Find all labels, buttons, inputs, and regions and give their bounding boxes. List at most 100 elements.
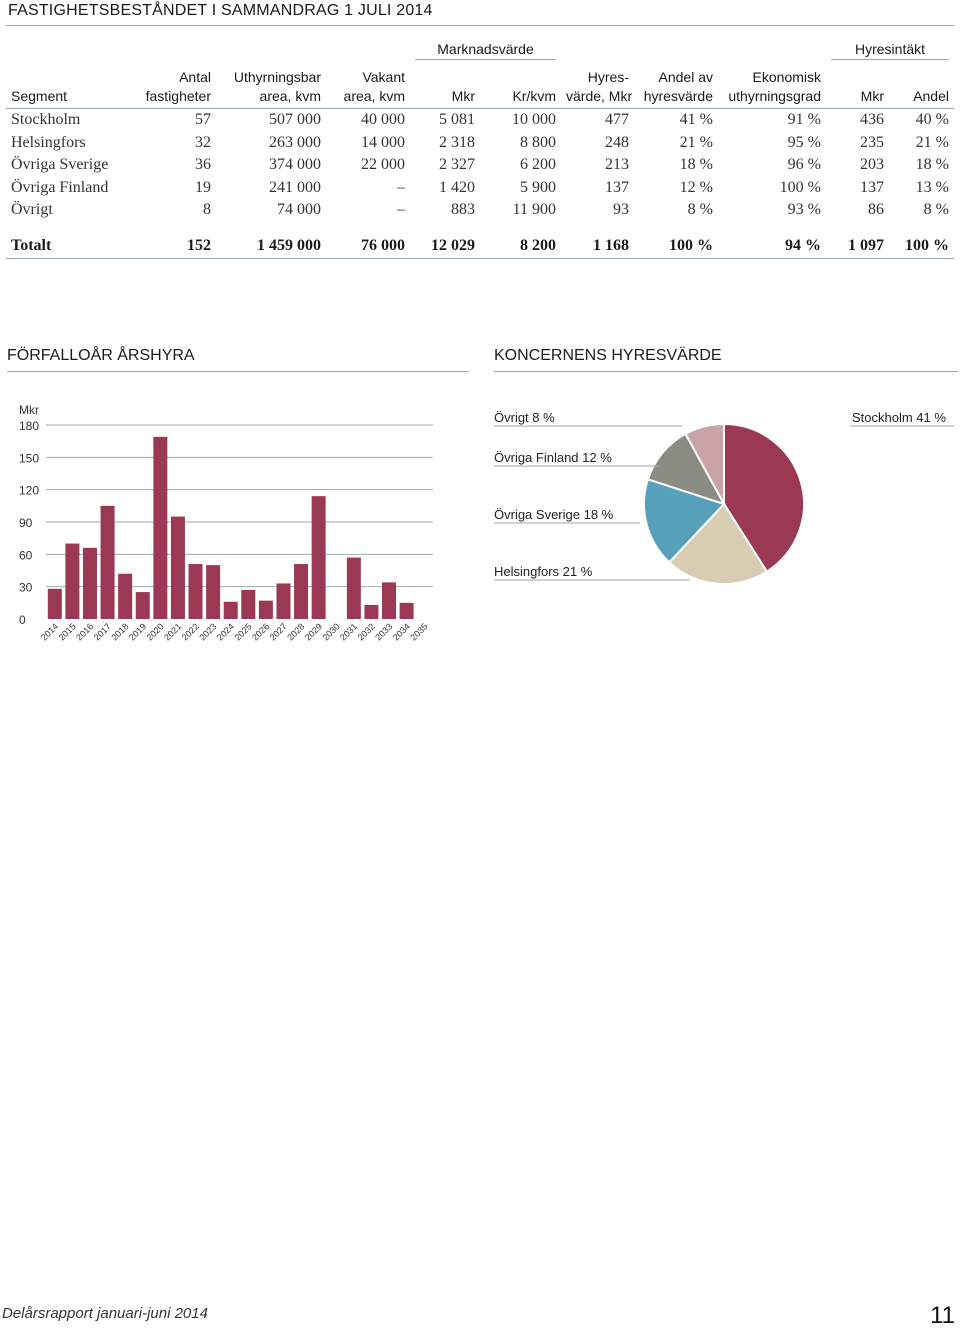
total-cell: 100 % (634, 233, 718, 259)
table-row: Övriga Sverige 36 374 000 22 000 2 327 6 200 2… (6, 154, 954, 177)
pie-label: Helsingfors 21 % (494, 564, 593, 579)
column-header-line1: Andel av (658, 69, 713, 85)
column-header-line1: Antal (179, 69, 211, 85)
column-header-line1: Uthyrningsbar (233, 69, 321, 85)
bar-2021 (170, 516, 185, 619)
y-axis-unit: Mkr (19, 403, 39, 417)
table-row: Övriga Finland 19 241 000 – 1 420 5 900 137 12 … (6, 177, 954, 200)
table-cell: 11 900 (512, 201, 556, 219)
column-header-line2: Mkr (451, 88, 475, 104)
table-spacer (6, 222, 954, 234)
bar-2034 (399, 602, 414, 619)
bar-2027 (276, 583, 291, 619)
table-cell: 8 % (687, 201, 713, 219)
column-header: Ekonomisk uthyrningsgrad (718, 60, 826, 109)
pie-slice (667, 502, 769, 585)
bar-2023 (206, 565, 221, 619)
total-cell: 100 % (889, 233, 954, 259)
bar-2024 (223, 601, 238, 619)
bar-2017 (100, 505, 115, 619)
group-header-hyresintakt: Hyresintäkt (831, 41, 949, 60)
table-cell: 235 (860, 133, 884, 151)
column-header-line1 (11, 68, 121, 87)
total-cell: 94 % (718, 233, 826, 259)
total-cell: 76 000 (326, 233, 410, 259)
x-tick-label: 2026 (250, 621, 271, 642)
bar-2028 (294, 564, 309, 619)
table-cell: Övriga Finland (11, 178, 109, 196)
pie-slice (646, 432, 727, 506)
pie-label: Övriga Sverige 18 % (494, 507, 614, 522)
table-cell: 14 000 (361, 133, 405, 151)
table-cell: 12 % (679, 178, 713, 196)
table-cell: 6 200 (520, 156, 556, 174)
bar-2032 (364, 604, 379, 619)
table-row: Helsingfors 32 263 000 14 000 2 318 8 800 248 2… (6, 132, 954, 155)
table-cell: 8 800 (520, 133, 556, 151)
table-cell: 41 % (679, 111, 713, 129)
table-cell: 248 (605, 133, 629, 151)
column-header: Mkr (826, 60, 889, 109)
x-tick-label: 2017 (92, 621, 113, 642)
x-tick-label: 2033 (373, 621, 394, 642)
table-cell: – (397, 201, 405, 219)
column-header: Segment (6, 60, 126, 109)
table-cell: 8 % (923, 201, 949, 219)
bar-2026 (258, 600, 273, 619)
column-header: Andel (889, 60, 954, 109)
column-header: Vakant area, kvm (326, 60, 410, 109)
table-cell: 86 (868, 201, 884, 219)
table-cell: 263 000 (269, 133, 321, 151)
table-cell: 19 (195, 178, 211, 196)
y-tick-label: 90 (19, 516, 33, 530)
group-header-marknadsvarde: Marknadsvärde (415, 41, 556, 60)
table-cell: 36 (195, 156, 211, 174)
pie-slice (643, 478, 726, 564)
pie-label: Stockholm 41 % (852, 410, 946, 425)
x-tick-label: 2034 (391, 621, 412, 642)
section-divider-right (494, 371, 958, 372)
table-cell: 507 000 (269, 111, 321, 129)
column-header-line1: Ekonomisk (752, 69, 821, 85)
total-cell: 12 029 (410, 233, 480, 259)
x-tick-label: 2021 (162, 621, 183, 642)
bar-2025 (241, 589, 256, 619)
column-header: Kr/kvm (480, 60, 561, 109)
bar-2019 (135, 592, 150, 619)
y-tick-label: 180 (19, 419, 39, 433)
bar-2022 (188, 564, 203, 619)
x-tick-label: 2023 (197, 621, 218, 642)
table-cell: 1 420 (439, 178, 475, 196)
column-header-line2: Mkr (860, 88, 884, 104)
table-cell: 436 (860, 111, 884, 129)
column-header: Mkr (410, 60, 480, 109)
x-tick-label: 2020 (145, 621, 166, 642)
footer-report-name: Delårsrapport januari-juni 2014 (2, 1305, 208, 1322)
table-cell: 100 % (779, 178, 821, 196)
table-cell: 13 % (915, 178, 949, 196)
column-header-line2: värde, Mkr (566, 88, 633, 104)
table-cell: – (397, 178, 405, 196)
lease-expiry-bar-chart: 0306090120150180Mkr201420152016201720182… (19, 403, 433, 643)
x-tick-label: 2016 (74, 621, 95, 642)
table-cell: 93 (613, 201, 629, 219)
column-header-line1 (415, 68, 475, 87)
column-header-line2: area, kvm (259, 88, 321, 104)
total-cell: 152 (126, 233, 216, 259)
table-cell: 40 % (915, 111, 949, 129)
x-tick-label: 2022 (180, 621, 201, 642)
title-divider (6, 25, 954, 26)
column-header-row: Segment Antal fastigheter Uthyrningsbar area… (6, 60, 954, 109)
column-header-line1: Hyres- (587, 69, 629, 85)
x-tick-label: 2019 (127, 621, 148, 642)
bar-2016 (82, 547, 97, 619)
table-cell: 91 % (787, 111, 821, 129)
page-title: FASTIGHETSBESTÅNDET I SAMMANDRAG 1 JULI … (8, 2, 433, 19)
x-tick-label: 2018 (109, 621, 130, 642)
table-cell: 137 (860, 178, 884, 196)
x-tick-label: 2014 (39, 621, 60, 642)
table-row: Stockholm 57 507 000 40 000 5 081 10 000 477 41… (6, 109, 954, 132)
table-cell: 477 (605, 111, 629, 129)
x-tick-label: 2030 (320, 621, 341, 642)
total-cell: 1 168 (561, 233, 634, 259)
